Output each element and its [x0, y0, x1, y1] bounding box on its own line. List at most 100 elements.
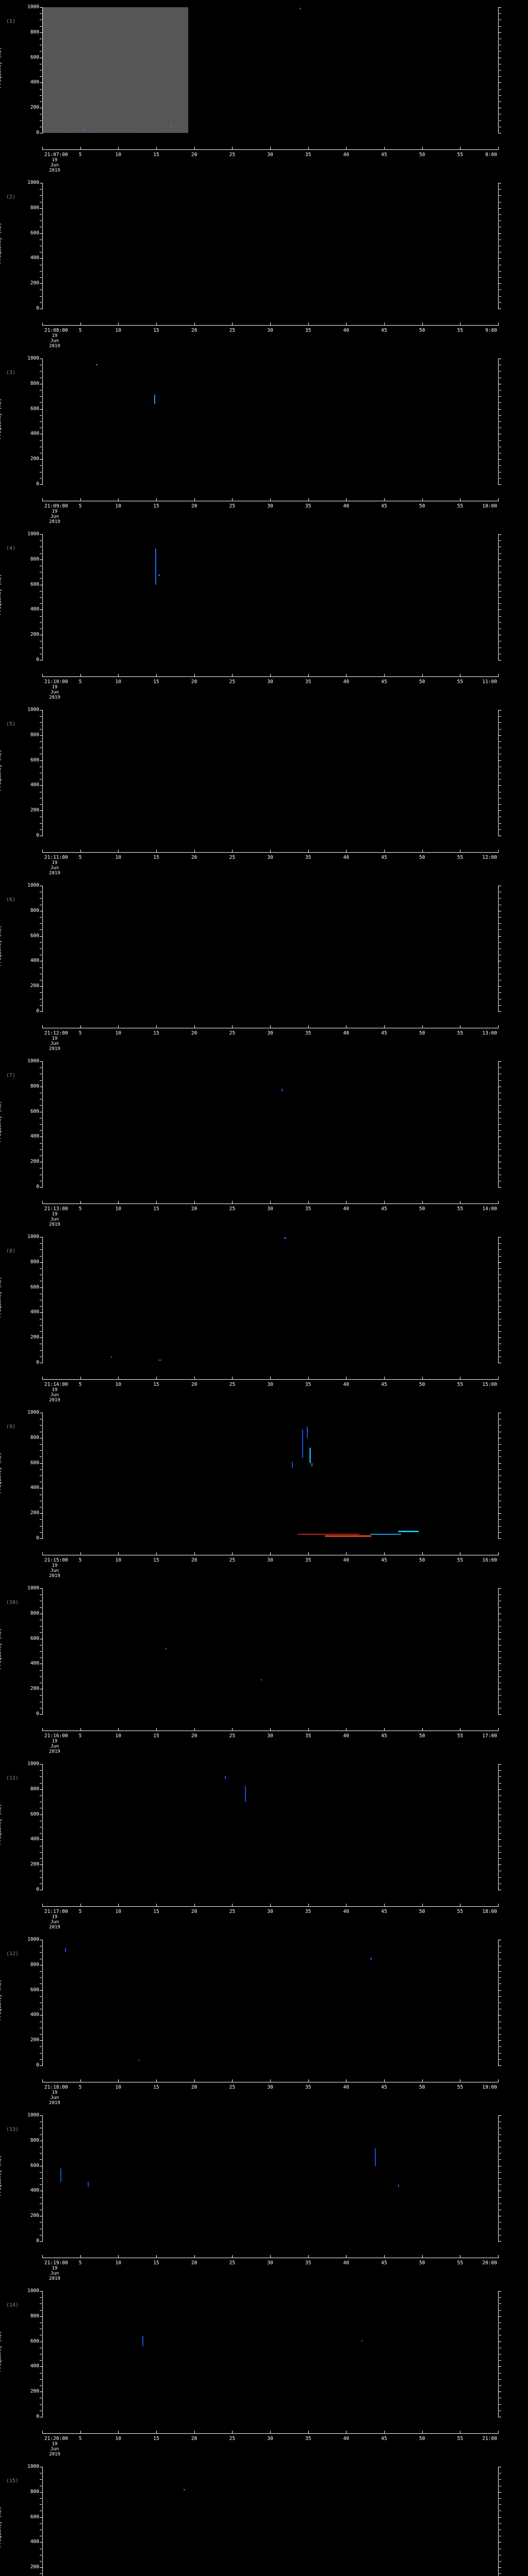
y-tick: [40, 936, 43, 937]
y-tick: [498, 82, 501, 83]
y-tick: [40, 735, 43, 736]
x-tick: [308, 2255, 309, 2258]
x-tick-label: 35: [305, 1909, 311, 1914]
y-tick: [40, 1061, 43, 1062]
x-tick: [422, 1904, 423, 1907]
x-tick: [308, 2431, 309, 2434]
x-tick: [384, 850, 385, 853]
plot-area: [42, 1940, 498, 2065]
y-tick: [499, 1149, 501, 1150]
y-tick: [499, 302, 501, 303]
y-tick-label: 600: [30, 405, 39, 412]
y-tick: [40, 478, 42, 479]
y-tick: [499, 1695, 501, 1696]
plot-area: [42, 183, 498, 309]
y-tick: [499, 1306, 501, 1307]
data-mark: [306, 1426, 308, 1438]
x-tick: [232, 674, 233, 677]
y-tick: [40, 1588, 43, 1589]
x-tick: [270, 2255, 271, 2258]
x-tick: [118, 2079, 119, 2082]
data-mark: [65, 131, 67, 132]
x-tick: [422, 850, 423, 853]
y-tick: [499, 948, 501, 949]
y-tick: [40, 440, 42, 441]
y-tick-label: 600: [30, 1284, 39, 1290]
y-tick: [40, 390, 42, 391]
x-axis-cap-right: [498, 674, 499, 677]
y-tick: [40, 1795, 42, 1796]
x-tick-label: 40: [343, 2436, 350, 2442]
x-tick: [194, 2431, 195, 2434]
x-axis-date-line: Jun: [50, 2095, 59, 2100]
x-tick: [232, 147, 233, 150]
x-tick-label: 30: [267, 1557, 273, 1563]
data-mark: [398, 2184, 399, 2188]
x-tick: [384, 2255, 385, 2258]
x-tick: [384, 674, 385, 677]
x-tick-label: 5: [78, 1030, 82, 1036]
y-tick: [498, 1011, 501, 1012]
plot-area: [42, 1061, 498, 1187]
y-axis-title: Frequency (Hz): [0, 925, 3, 967]
x-tick-label: 55: [457, 1030, 464, 1036]
y-axis-spine-right: [498, 1061, 501, 1188]
data-mark: [65, 1948, 67, 1953]
y-tick: [499, 1607, 501, 1608]
x-tick: [156, 850, 157, 853]
panel-13: 1000 800 600 400 200 0 Frequency (Hz) (13) 21:19…: [0, 2108, 528, 2284]
y-tick: [40, 1714, 43, 1715]
panel-index-label: (1): [6, 19, 16, 24]
y-tick-label: 800: [30, 1961, 39, 1968]
x-axis-cap-right: [498, 1728, 499, 1731]
panel-8: 1000 800 600 400 200 0 Frequency (Hz) (8) 21:14:…: [0, 1230, 528, 1405]
x-axis-start-label: 21:07:00: [44, 152, 68, 158]
x-tick: [194, 2079, 195, 2082]
x-tick-label: 55: [457, 1733, 464, 1739]
y-tick-label: 200: [30, 1686, 39, 1692]
x-axis-cap-right: [498, 1552, 499, 1555]
x-tick-label: 5: [78, 2436, 82, 2442]
y-tick: [499, 1005, 501, 1006]
y-tick: [40, 948, 42, 949]
y-tick: [40, 1005, 42, 1006]
x-axis-cap-left: [42, 674, 43, 677]
y-tick-label: 800: [30, 732, 39, 738]
panel-7: 1000 800 600 400 200 0 Frequency (Hz) (7) 21:13:…: [0, 1054, 528, 1230]
x-tick-label: 35: [305, 328, 311, 333]
x-axis-date-line: Jun: [50, 514, 59, 519]
x-tick-label: 50: [419, 1382, 425, 1387]
y-tick: [499, 1444, 501, 1445]
y-axis-title-wrap: Frequency (Hz): [0, 534, 18, 660]
x-tick-label: 20: [191, 1909, 197, 1914]
x-tick-label: 55: [457, 152, 464, 158]
y-tick: [40, 396, 42, 397]
x-tick-label: 40: [343, 855, 350, 860]
x-axis-date-line: 2019: [49, 168, 60, 173]
x-tick-label: 20: [191, 2436, 197, 2442]
y-tick: [40, 76, 42, 77]
y-tick-label: 200: [30, 807, 39, 814]
y-axis-spine-left: [40, 2291, 43, 2417]
y-tick: [40, 2573, 42, 2574]
y-tick-label: 400: [30, 1309, 39, 1315]
x-tick: [384, 1728, 385, 1731]
y-tick: [498, 283, 501, 284]
x-axis-date-line: 2019: [49, 1573, 60, 1579]
y-tick: [498, 1764, 501, 1765]
x-tick-label: 20: [191, 1382, 197, 1387]
x-axis-end-label: 13:00: [482, 1030, 497, 1036]
x-axis-date-line: 19: [52, 1914, 58, 1920]
x-axis-end-label: 20:00: [482, 2260, 497, 2266]
y-tick: [499, 597, 501, 598]
y-axis-title: Frequency (Hz): [0, 574, 3, 616]
x-tick: [270, 1728, 271, 1731]
y-tick: [499, 1331, 501, 1332]
x-axis-end-label: 17:00: [482, 1733, 497, 1739]
y-axis-spine-left: [40, 1940, 43, 2066]
y-tick: [40, 1425, 42, 1426]
y-tick: [498, 1312, 501, 1313]
y-tick: [499, 415, 501, 416]
y-axis-spine-left: [40, 1061, 43, 1188]
x-tick-label: 15: [153, 1733, 159, 1739]
